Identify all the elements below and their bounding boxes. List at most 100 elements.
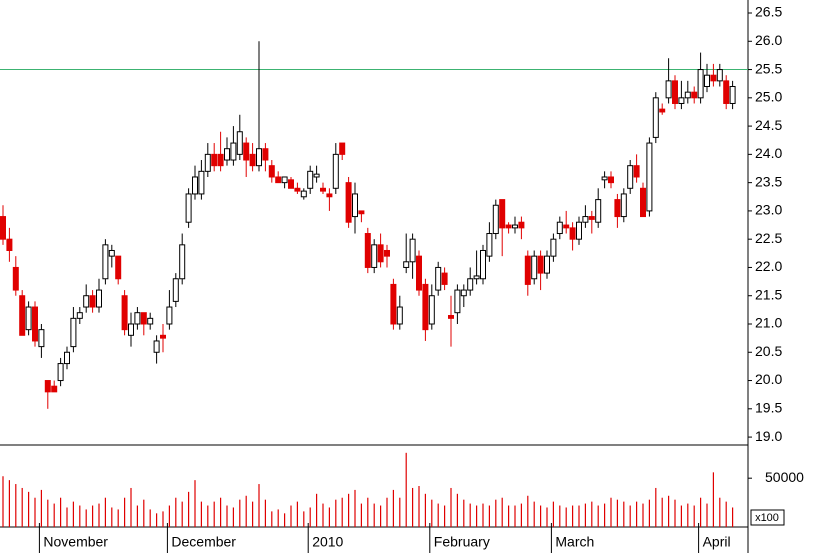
candle-body [211, 153, 218, 167]
candle-body [268, 165, 275, 178]
candle-body [563, 224, 570, 229]
candle-body [249, 153, 256, 167]
candle-body [512, 224, 518, 229]
volume-tick-label: 50000 [765, 469, 804, 485]
y-tick-label: 24.0 [755, 145, 782, 161]
candle-body [601, 176, 608, 181]
candle-body [172, 278, 179, 302]
candle-body [505, 224, 512, 229]
y-tick-label: 24.5 [755, 117, 782, 133]
candle-body [620, 193, 627, 218]
candle-body [160, 334, 166, 339]
y-tick-label: 20.0 [755, 371, 782, 387]
candle-body [108, 249, 115, 257]
y-tick-label: 19.5 [755, 400, 782, 416]
candle-body [582, 216, 589, 223]
candle-body [345, 182, 352, 223]
unit-box [750, 509, 785, 526]
candle-body [704, 74, 710, 88]
candle-body [659, 108, 666, 113]
candle-body [12, 266, 19, 291]
candle-body [665, 80, 672, 99]
candle-body [134, 312, 141, 325]
candle-body [652, 97, 659, 138]
candle-body [243, 142, 250, 161]
candle-body [64, 351, 70, 365]
y-tick-label: 19.0 [755, 428, 782, 444]
y-tick-label: 25.0 [755, 89, 782, 105]
candle-body [294, 187, 301, 192]
y-tick-label: 20.5 [755, 343, 782, 359]
candle-body [339, 142, 346, 155]
candle-body [89, 295, 96, 308]
candle-body [38, 329, 45, 348]
candle-body [332, 153, 339, 189]
x-tick-label: 2010 [312, 534, 343, 550]
candle-body [729, 86, 736, 104]
x-tick-label: April [703, 534, 731, 550]
candle-body [633, 165, 640, 178]
candle-body [710, 74, 717, 82]
candle-body [569, 227, 576, 240]
candle-body [409, 238, 416, 263]
candle-body [70, 317, 77, 348]
candle-body [384, 249, 390, 257]
candle-body [678, 97, 685, 104]
candle-body [672, 80, 678, 104]
candle-body [185, 193, 192, 223]
candle-body [128, 323, 134, 336]
candle-body [640, 187, 646, 218]
candle-body [275, 176, 282, 184]
candle-body [262, 148, 269, 161]
candle-body [556, 221, 563, 235]
candle-body [518, 221, 525, 229]
candle-body [256, 148, 262, 167]
x-tick-label: February [434, 534, 490, 550]
candle-body [396, 306, 403, 325]
candle-body [166, 306, 173, 325]
candle-body [32, 306, 38, 342]
x-tick-label: March [555, 534, 594, 550]
candle-body [83, 295, 90, 308]
candle-body [550, 238, 557, 257]
candle-body [153, 340, 160, 353]
y-tick-label: 25.5 [755, 60, 782, 76]
candle-body [377, 244, 384, 263]
candle-body [460, 289, 467, 297]
candle-body [435, 266, 442, 291]
candle-body [236, 131, 243, 155]
candle-body [448, 315, 454, 319]
candle-body [352, 193, 358, 218]
candle-body [76, 312, 83, 319]
volume-unit: x100 [755, 512, 779, 524]
candle-body [192, 176, 198, 195]
candle-body [467, 278, 474, 291]
candle-body [480, 249, 486, 280]
y-tick-label: 26.0 [755, 32, 782, 48]
candle-body [371, 244, 378, 268]
x-tick-label: December [171, 534, 236, 550]
candle-body [179, 244, 186, 280]
candle-body [313, 173, 320, 178]
candle-body [499, 199, 506, 229]
candle-body [147, 317, 154, 325]
candle-body [492, 204, 499, 235]
candle-body [288, 179, 294, 189]
y-tick-label: 26.5 [755, 4, 782, 20]
candle-body [422, 283, 429, 331]
candle-body [224, 148, 230, 161]
candle-body [416, 255, 422, 291]
candle-body [531, 255, 538, 280]
candle-body [19, 295, 26, 336]
candle-body [198, 170, 205, 195]
candle-body [326, 193, 333, 198]
candle-body [307, 170, 314, 189]
candle-body [300, 190, 307, 198]
candle-body [230, 142, 237, 161]
candle-body [102, 244, 109, 280]
candle-body [716, 69, 723, 82]
candle-body [595, 199, 602, 223]
candle-body [627, 165, 634, 189]
candle-body [576, 221, 582, 240]
